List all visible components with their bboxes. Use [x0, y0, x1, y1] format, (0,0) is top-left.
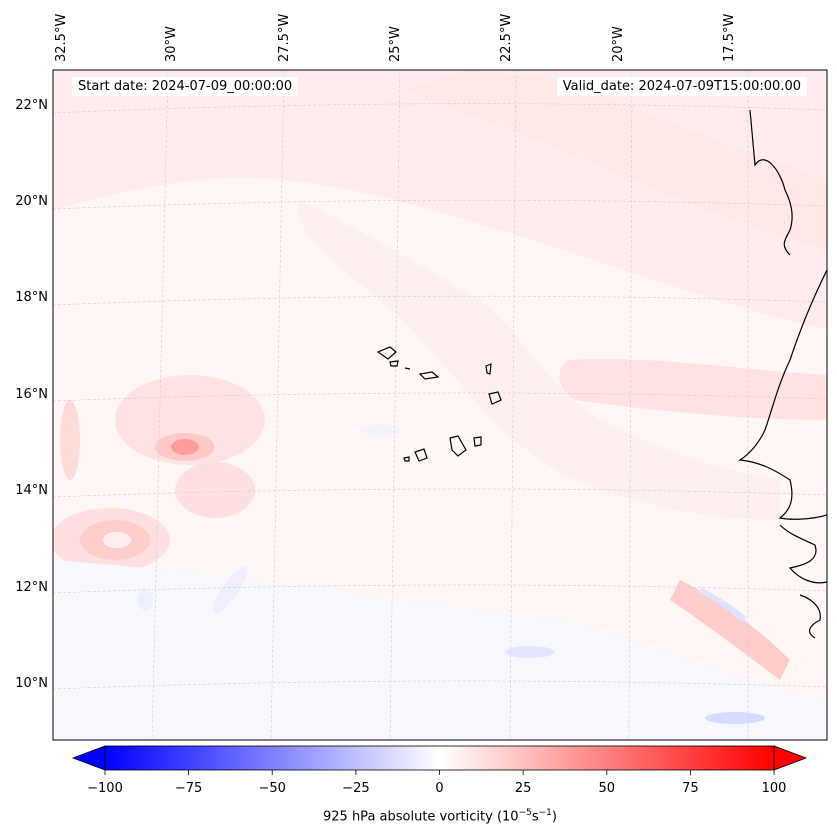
colorbar-title: 925 hPa absolute vorticity (10−5s−1): [0, 808, 837, 824]
lon-label-20w: 20°W: [611, 26, 626, 62]
lat-label-22n: 22°N: [15, 98, 48, 113]
start-date-label: Start date: 2024-07-09_00:00:00: [72, 77, 299, 96]
colorbar-title-exponent-1: −5: [518, 808, 532, 818]
colorbar-tick-label: −50: [258, 781, 286, 796]
colorbar-tick-label: −25: [342, 781, 370, 796]
lat-label-12n: 12°N: [15, 580, 48, 595]
colorbar-tick-label: 25: [514, 781, 532, 796]
colorbar-title-prefix: 925 hPa absolute vorticity (10: [323, 809, 519, 825]
lat-label-16n: 16°N: [15, 387, 48, 402]
colorbar-tick-label: 0: [435, 781, 444, 796]
vorticity-field: [53, 70, 827, 740]
lon-label-32-5w: 32.5°W: [54, 13, 69, 62]
lat-label-14n: 14°N: [15, 483, 48, 498]
coastlines: [376, 109, 827, 639]
colorbar-title-unit: s: [531, 809, 539, 825]
lat-label-20n: 20°N: [15, 194, 48, 209]
lon-label-30w: 30°W: [164, 26, 179, 62]
colorbar-tick-label: 75: [682, 781, 699, 796]
colorbar: [71, 745, 808, 775]
graticule: [53, 70, 827, 740]
lon-label-27-5w: 27.5°W: [277, 13, 292, 62]
lat-label-18n: 18°N: [15, 290, 48, 305]
map-frame: [52, 69, 828, 741]
colorbar-tick-label: 50: [598, 781, 616, 796]
lon-label-22-5w: 22.5°W: [499, 13, 514, 62]
valid-date-label: Valid_date: 2024-07-09T15:00:00.00: [556, 77, 807, 96]
colorbar-tick-label: −100: [87, 781, 123, 796]
colorbar-tick-label: 100: [761, 781, 787, 796]
lon-label-25w: 25°W: [388, 26, 403, 62]
colorbar-title-exponent-2: −1: [538, 808, 552, 818]
colorbar-title-suffix: ): [551, 809, 557, 825]
colorbar-tick-label: −75: [174, 781, 203, 796]
lon-label-17-5w: 17.5°W: [722, 13, 737, 62]
lat-label-10n: 10°N: [15, 676, 48, 691]
